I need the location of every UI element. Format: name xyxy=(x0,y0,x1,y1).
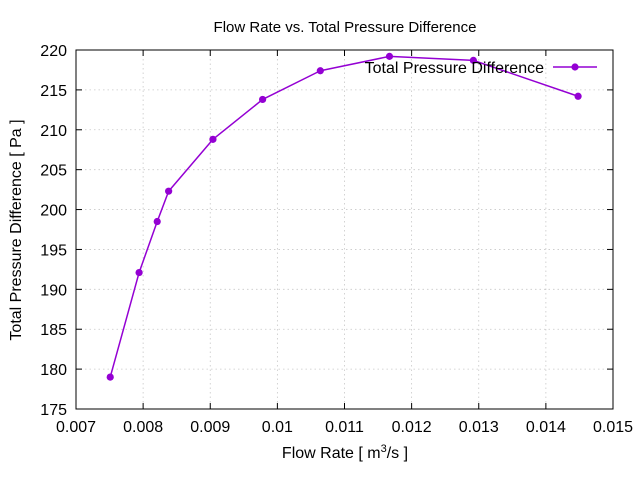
tick-labels: 0.007 0.008 0.009 0.01 0.011 0.012 0.013 0.014 0… xyxy=(40,43,633,436)
legend-label: Total Pressure Difference xyxy=(365,60,544,77)
data-point xyxy=(259,95,267,104)
data-point xyxy=(153,217,161,226)
x-tick-label: 0.009 xyxy=(190,419,230,436)
y-axis-label: Total Pressure Difference [ Pa ] xyxy=(8,119,25,340)
y-tick-label: 220 xyxy=(40,43,67,60)
legend-marker xyxy=(571,63,579,71)
chart-title: Flow Rate vs. Total Pressure Difference xyxy=(214,19,477,36)
x-tick-label: 0.01 xyxy=(262,419,293,436)
y-tick-label: 180 xyxy=(40,362,67,379)
x-tick-label: 0.015 xyxy=(593,419,633,436)
y-tick-label: 195 xyxy=(40,242,67,259)
data-point xyxy=(165,187,173,195)
y-tick-label: 200 xyxy=(40,203,67,220)
series-line xyxy=(109,55,579,378)
legend: Total Pressure Difference xyxy=(365,60,597,77)
y-tick-label: 205 xyxy=(40,163,67,180)
data-point xyxy=(574,92,582,100)
grid xyxy=(76,50,613,409)
y-tick-label: 210 xyxy=(40,123,67,140)
y-tick-label: 215 xyxy=(40,83,67,100)
x-tick-label: 0.013 xyxy=(459,419,499,436)
y-tick-label: 190 xyxy=(40,282,67,299)
data-point xyxy=(106,373,114,381)
series-layer xyxy=(106,52,582,381)
x-tick-label: 0.014 xyxy=(526,419,566,436)
x-tick-label: 0.007 xyxy=(56,419,96,436)
data-point xyxy=(385,52,394,60)
data-point xyxy=(209,135,217,143)
x-tick-label: 0.011 xyxy=(325,419,364,436)
data-point xyxy=(316,67,324,75)
x-axis-label-prefix: Flow Rate [ m xyxy=(282,445,381,462)
plot-frame xyxy=(75,49,614,410)
x-tick-label: 0.008 xyxy=(123,419,163,436)
data-point xyxy=(469,56,477,64)
x-axis-label-suffix: /s ] xyxy=(387,445,408,462)
data-point xyxy=(135,268,143,277)
x-axis-label: Flow Rate [ m3/s ] xyxy=(282,443,408,462)
x-axis-label-superscript: 3 xyxy=(381,443,387,455)
y-tick-label: 175 xyxy=(40,402,67,419)
y-tick-label: 185 xyxy=(40,322,67,339)
x-tick-label: 0.012 xyxy=(392,419,432,436)
